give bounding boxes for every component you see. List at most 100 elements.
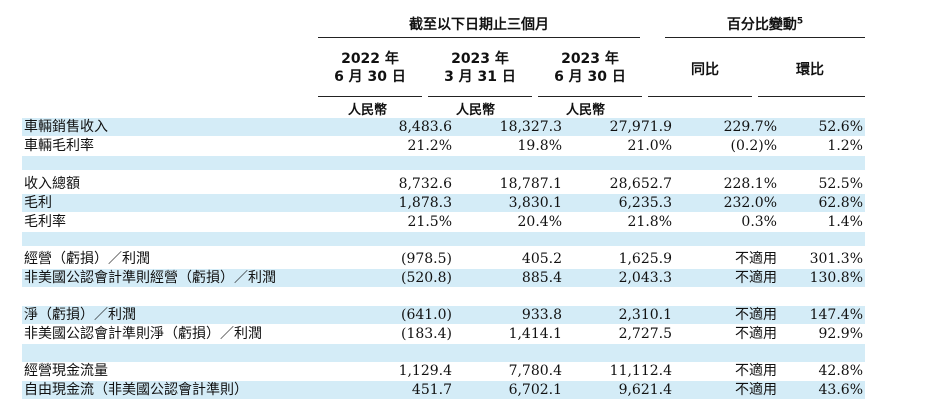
cell-yoy: 不適用 — [735, 326, 777, 342]
cell-2023-03-31: 933.8 — [521, 307, 562, 323]
cell-yoy: 228.1% — [723, 176, 777, 192]
cell-yoy: 不適用 — [735, 251, 777, 267]
cell-qoq: 62.8% — [818, 195, 863, 211]
row-label: 非美國公認會計準則淨（虧損）／利潤 — [24, 326, 262, 342]
column-header-date: 6 月 30 日 — [334, 69, 406, 85]
cell-2023-03-31: 19.8% — [517, 138, 562, 154]
row-label: 自由現金流（非美國公認會計準則） — [24, 382, 248, 398]
column-header-year: 2023 年 — [451, 51, 509, 67]
cell-2023-03-31: 20.4% — [517, 214, 562, 230]
cell-2022-06-30: 8,732.6 — [398, 176, 452, 192]
cell-qoq: 42.8% — [818, 363, 863, 379]
cell-qoq: 52.6% — [818, 119, 863, 135]
cell-2023-03-31: 6,702.1 — [508, 382, 562, 398]
cell-2022-06-30: 8,483.6 — [398, 119, 452, 135]
cell-2023-06-30: 27,971.9 — [609, 119, 672, 135]
cell-yoy: 不適用 — [735, 382, 777, 398]
change-group-footnote: 5 — [796, 16, 804, 27]
cell-2023-06-30: 2,043.3 — [618, 270, 672, 286]
row-spacer — [22, 232, 865, 246]
cell-qoq: 43.6% — [818, 382, 863, 398]
column-header-rule-4 — [648, 96, 752, 97]
cell-qoq: 1.2% — [827, 138, 863, 154]
column-header-date: 6 月 30 日 — [554, 69, 626, 85]
cell-qoq: 130.8% — [809, 270, 863, 286]
table-row: 非美國公認會計準則經營（虧損）／利潤 (520.8) 885.4 2,043.3… — [22, 269, 865, 287]
column-header-year: 2023 年 — [561, 51, 619, 67]
cell-2023-06-30: 6,235.3 — [618, 195, 672, 211]
change-group-rule — [665, 37, 865, 38]
table-row: 車輛銷售收入 8,483.6 18,327.3 27,971.9 229.7% … — [22, 118, 865, 136]
cell-2023-03-31: 405.2 — [521, 251, 562, 267]
cell-yoy: 0.3% — [741, 214, 777, 230]
row-label: 車輛銷售收入 — [24, 119, 108, 135]
cell-yoy: 不適用 — [735, 307, 777, 323]
cell-2023-03-31: 1,414.1 — [508, 326, 562, 342]
column-header-rule-5 — [758, 96, 865, 97]
cell-2023-06-30: 11,112.4 — [609, 363, 672, 379]
cell-2023-06-30: 1,625.9 — [618, 251, 672, 267]
table-row: 經營現金流量 1,129.4 7,780.4 11,112.4 不適用 42.8… — [22, 362, 865, 380]
row-label: 毛利 — [24, 195, 52, 211]
table-row: 經營（虧損）／利潤 (978.5) 405.2 1,625.9 不適用 301.… — [22, 250, 865, 268]
cell-2022-06-30: (978.5) — [400, 251, 452, 267]
change-group-label: 百分比變動 — [726, 17, 797, 33]
cell-2022-06-30: 1,129.4 — [398, 363, 452, 379]
table-row: 毛利率 21.5% 20.4% 21.8% 0.3% 1.4% — [22, 213, 865, 231]
table-row: 車輛毛利率 21.2% 19.8% 21.0% (0.2)% 1.2% — [22, 137, 865, 155]
cell-qoq: 147.4% — [809, 307, 863, 323]
column-header-qoq: 環比 — [796, 62, 824, 78]
cell-2023-06-30: 28,652.7 — [609, 176, 672, 192]
cell-qoq: 52.5% — [818, 176, 863, 192]
cell-2022-06-30: 21.5% — [407, 214, 452, 230]
cell-2022-06-30: (183.4) — [400, 326, 452, 342]
column-header-date: 3 月 31 日 — [444, 69, 516, 85]
unit-label-col1: 人民幣 — [348, 103, 388, 118]
cell-qoq: 301.3% — [809, 251, 863, 267]
cell-2023-03-31: 18,787.1 — [499, 176, 562, 192]
table-row: 淨（虧損）／利潤 (641.0) 933.8 2,310.1 不適用 147.4… — [22, 306, 865, 324]
cell-2022-06-30: (641.0) — [400, 307, 452, 323]
cell-2023-06-30: 2,727.5 — [618, 326, 672, 342]
cell-qoq: 1.4% — [827, 214, 863, 230]
table-row: 自由現金流（非美國公認會計準則） 451.7 6,702.1 9,621.4 不… — [22, 381, 865, 399]
unit-label-col2: 人民幣 — [456, 103, 496, 118]
cell-2022-06-30: 21.2% — [407, 138, 452, 154]
row-label: 經營（虧損）／利潤 — [24, 251, 150, 267]
cell-qoq: 92.9% — [818, 326, 863, 342]
cell-2023-03-31: 885.4 — [521, 270, 562, 286]
column-header-2023-03-31: 2023 年 3 月 31 日 — [428, 50, 532, 86]
cell-2023-03-31: 7,780.4 — [508, 363, 562, 379]
row-label: 非美國公認會計準則經營（虧損）／利潤 — [24, 270, 276, 286]
cell-2022-06-30: (520.8) — [400, 270, 452, 286]
row-spacer — [22, 156, 865, 170]
cell-yoy: 232.0% — [723, 195, 777, 211]
column-header-rule-3 — [538, 96, 642, 97]
period-group-header: 截至以下日期止三個月 — [409, 17, 549, 33]
cell-2022-06-30: 451.7 — [411, 382, 452, 398]
row-label: 經營現金流量 — [24, 363, 108, 379]
row-label: 車輛毛利率 — [24, 138, 94, 154]
table-row: 非美國公認會計準則淨（虧損）／利潤 (183.4) 1,414.1 2,727.… — [22, 325, 865, 343]
table-row: 收入總額 8,732.6 18,787.1 28,652.7 228.1% 52… — [22, 175, 865, 193]
cell-2023-03-31: 3,830.1 — [508, 195, 562, 211]
column-header-rule-1 — [318, 96, 422, 97]
row-label: 淨（虧損）／利潤 — [24, 307, 136, 323]
column-header-rule-2 — [428, 96, 532, 97]
cell-yoy: (0.2)% — [730, 138, 778, 154]
row-spacer — [22, 288, 865, 306]
cell-2023-06-30: 2,310.1 — [618, 307, 672, 323]
change-group-header: 百分比變動5 — [665, 14, 865, 34]
unit-label-col3: 人民幣 — [566, 103, 606, 118]
cell-2023-03-31: 18,327.3 — [499, 119, 562, 135]
row-spacer — [22, 344, 865, 362]
column-header-2023-06-30: 2023 年 6 月 30 日 — [538, 50, 642, 86]
cell-2023-06-30: 9,621.4 — [618, 382, 672, 398]
cell-yoy: 229.7% — [723, 119, 777, 135]
period-group-rule — [318, 37, 640, 38]
column-header-year: 2022 年 — [341, 51, 399, 67]
table-row: 毛利 1,878.3 3,830.1 6,235.3 232.0% 62.8% — [22, 194, 865, 212]
row-label: 收入總額 — [24, 176, 80, 192]
column-header-yoy: 同比 — [691, 62, 719, 78]
cell-yoy: 不適用 — [735, 270, 777, 286]
